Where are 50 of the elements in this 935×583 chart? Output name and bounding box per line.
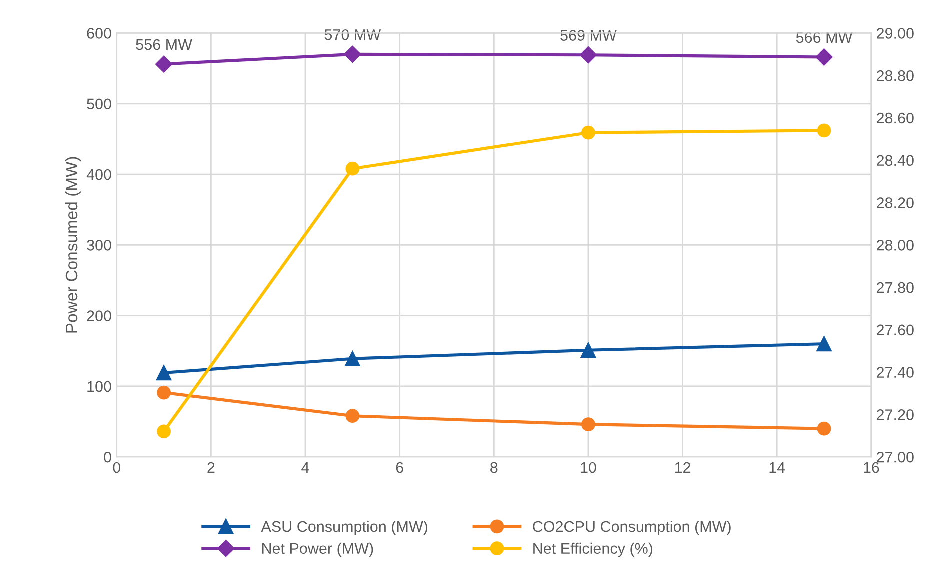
- x-tick-label: 6: [396, 462, 404, 474]
- y2-tick-label: 28.60: [877, 112, 914, 124]
- point: [582, 418, 596, 432]
- point: [817, 124, 832, 138]
- x-tick-label: 10: [581, 462, 596, 474]
- legend-label: ASU Consumption (MW): [261, 520, 428, 536]
- y-tick-label: 400: [86, 169, 112, 180]
- y2-tick-label: 28.40: [877, 155, 914, 166]
- point: [157, 424, 171, 439]
- point: [155, 56, 173, 73]
- x-tick-label: 16: [864, 462, 880, 474]
- y2-tick-label: 29.00: [877, 28, 914, 39]
- point: [816, 336, 832, 352]
- x-tick-label: 4: [302, 462, 310, 474]
- y2-tick-label: 27.20: [877, 410, 914, 420]
- point: [816, 48, 833, 66]
- y-tick-label: 500: [87, 98, 112, 110]
- y-tick-label: 200: [87, 310, 112, 322]
- point: [582, 126, 596, 140]
- point: [157, 386, 171, 400]
- y2-tick-label: 27.00: [877, 452, 914, 463]
- point: [345, 351, 360, 367]
- y2-tick-label: 27.80: [877, 282, 914, 294]
- legend-label: Net Power (MW): [262, 542, 374, 558]
- point: [817, 422, 832, 436]
- x-tick-label: 2: [208, 462, 215, 474]
- data-label: 556 MW: [136, 39, 192, 50]
- y2-tick-label: 28.80: [877, 70, 914, 82]
- y2-tick-label: 27.40: [877, 367, 914, 378]
- y2-tick-label: 28.00: [877, 240, 914, 251]
- legend-label: CO2CPU Consumption (MW): [533, 520, 731, 536]
- point: [580, 342, 596, 358]
- y-tick-label: 300: [87, 240, 112, 251]
- x-tick-label: 8: [490, 462, 498, 474]
- y-tick-label: 600: [87, 28, 112, 39]
- point: [344, 46, 362, 63]
- x-tick-label: 0: [113, 462, 121, 474]
- x-tick-label: 14: [770, 462, 786, 474]
- data-label: 569 MW: [560, 30, 617, 41]
- y2-tick-label: 27.60: [877, 324, 914, 336]
- y-tick-label: 100: [88, 381, 112, 392]
- y-tick-label: 0: [104, 452, 112, 463]
- legend-label: Net Efficiency (%): [534, 542, 653, 558]
- point: [580, 46, 598, 64]
- point: [346, 162, 360, 176]
- y2-tick-label: 28.20: [877, 198, 914, 208]
- y-axis-title: Power Consumed (MW): [65, 157, 81, 333]
- point: [156, 365, 172, 381]
- point: [346, 409, 360, 424]
- x-tick-label: 12: [675, 462, 691, 474]
